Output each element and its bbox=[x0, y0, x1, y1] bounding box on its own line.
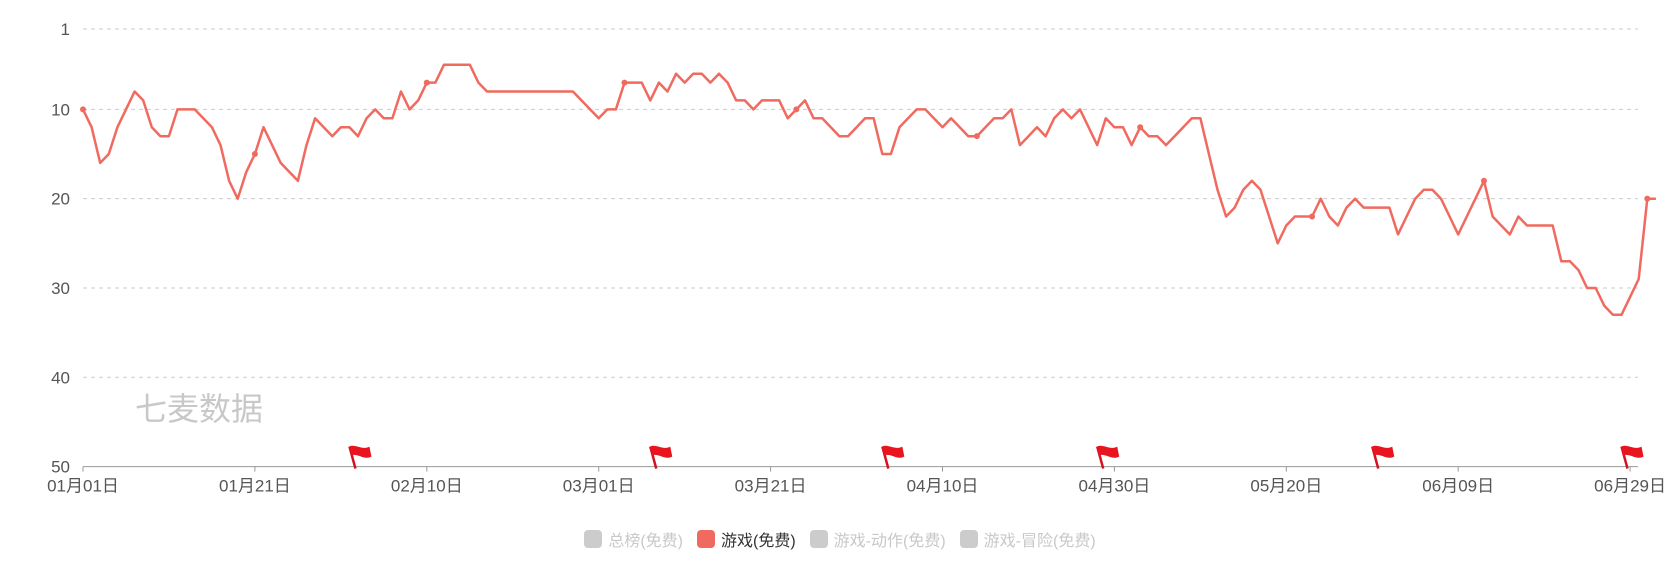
flag-icon bbox=[881, 445, 905, 469]
flag-icon bbox=[1096, 445, 1120, 469]
x-tick-label: 03月01日 bbox=[563, 477, 635, 496]
x-tick-label: 01月21日 bbox=[219, 477, 291, 496]
legend-swatch bbox=[959, 530, 978, 548]
y-tick-label: 10 bbox=[51, 100, 70, 119]
x-tick-label: 01月01日 bbox=[47, 477, 119, 496]
flag-cloth bbox=[882, 445, 905, 458]
data-point bbox=[1480, 177, 1487, 184]
data-point bbox=[793, 106, 800, 113]
legend-item[interactable]: 游戏-冒险(免费) bbox=[959, 527, 1096, 551]
flag-icon bbox=[348, 445, 372, 469]
rank-line-chart: 1 10 20 30 40 50 01月01日 01月21日 02月10日 03月01日 03月2… bbox=[47, 20, 1666, 496]
x-tick-label: 03月21日 bbox=[735, 477, 807, 496]
event-flags bbox=[348, 445, 1644, 469]
y-tick-label: 50 bbox=[51, 458, 70, 477]
flag-icon bbox=[1620, 445, 1644, 469]
legend: 总榜(免费) 游戏(免费) 游戏-动作(免费) 游戏-冒险(免费) bbox=[0, 527, 1680, 553]
flag-cloth bbox=[1097, 445, 1120, 458]
legend-swatch bbox=[697, 530, 715, 548]
legend-swatch bbox=[584, 530, 603, 548]
x-tick-label: 05月20日 bbox=[1250, 477, 1322, 496]
data-point bbox=[1137, 124, 1144, 131]
series-layer bbox=[80, 63, 1656, 317]
legend-swatch bbox=[809, 530, 828, 548]
x-axis: 01月01日 01月21日 02月10日 03月01日 03月21日 04月10日 04月3… bbox=[47, 466, 1666, 496]
flag-cloth bbox=[650, 445, 673, 458]
data-point bbox=[1309, 213, 1316, 220]
legend-label: 总榜(免费) bbox=[608, 533, 683, 550]
x-tick-label: 04月10日 bbox=[907, 477, 979, 496]
flag-icon bbox=[1371, 445, 1395, 469]
data-point bbox=[423, 79, 430, 86]
flag-cloth bbox=[1621, 445, 1644, 458]
data-point bbox=[621, 79, 628, 86]
y-tick-label: 30 bbox=[51, 279, 70, 298]
flag-cloth bbox=[349, 445, 372, 458]
y-axis: 1 10 20 30 40 50 bbox=[51, 20, 70, 477]
y-tick-label: 1 bbox=[61, 20, 70, 39]
y-tick-label: 20 bbox=[51, 190, 70, 209]
legend-item[interactable]: 游戏-动作(免费) bbox=[809, 527, 946, 551]
legend-label: 游戏-冒险(免费) bbox=[983, 533, 1096, 550]
grid-lines bbox=[83, 28, 1638, 468]
y-tick-label: 40 bbox=[51, 368, 70, 387]
flag-icon bbox=[649, 445, 673, 469]
x-tick-label: 04月30日 bbox=[1078, 477, 1150, 496]
legend-item[interactable]: 游戏(免费) bbox=[697, 527, 796, 551]
series-line bbox=[81, 63, 1656, 317]
legend-item[interactable]: 总榜(免费) bbox=[584, 527, 683, 551]
x-tick-label: 06月09日 bbox=[1422, 477, 1494, 496]
data-point bbox=[1644, 195, 1651, 202]
data-point bbox=[973, 133, 980, 140]
legend-label: 游戏-动作(免费) bbox=[833, 533, 946, 550]
flag-cloth bbox=[1372, 445, 1395, 458]
legend-label: 游戏(免费) bbox=[721, 533, 796, 550]
watermark: 七麦数据 bbox=[135, 390, 263, 428]
data-point bbox=[80, 106, 86, 113]
x-tick-label: 06月29日 bbox=[1594, 477, 1666, 496]
data-point bbox=[251, 151, 258, 158]
x-tick-label: 02月10日 bbox=[391, 477, 463, 496]
